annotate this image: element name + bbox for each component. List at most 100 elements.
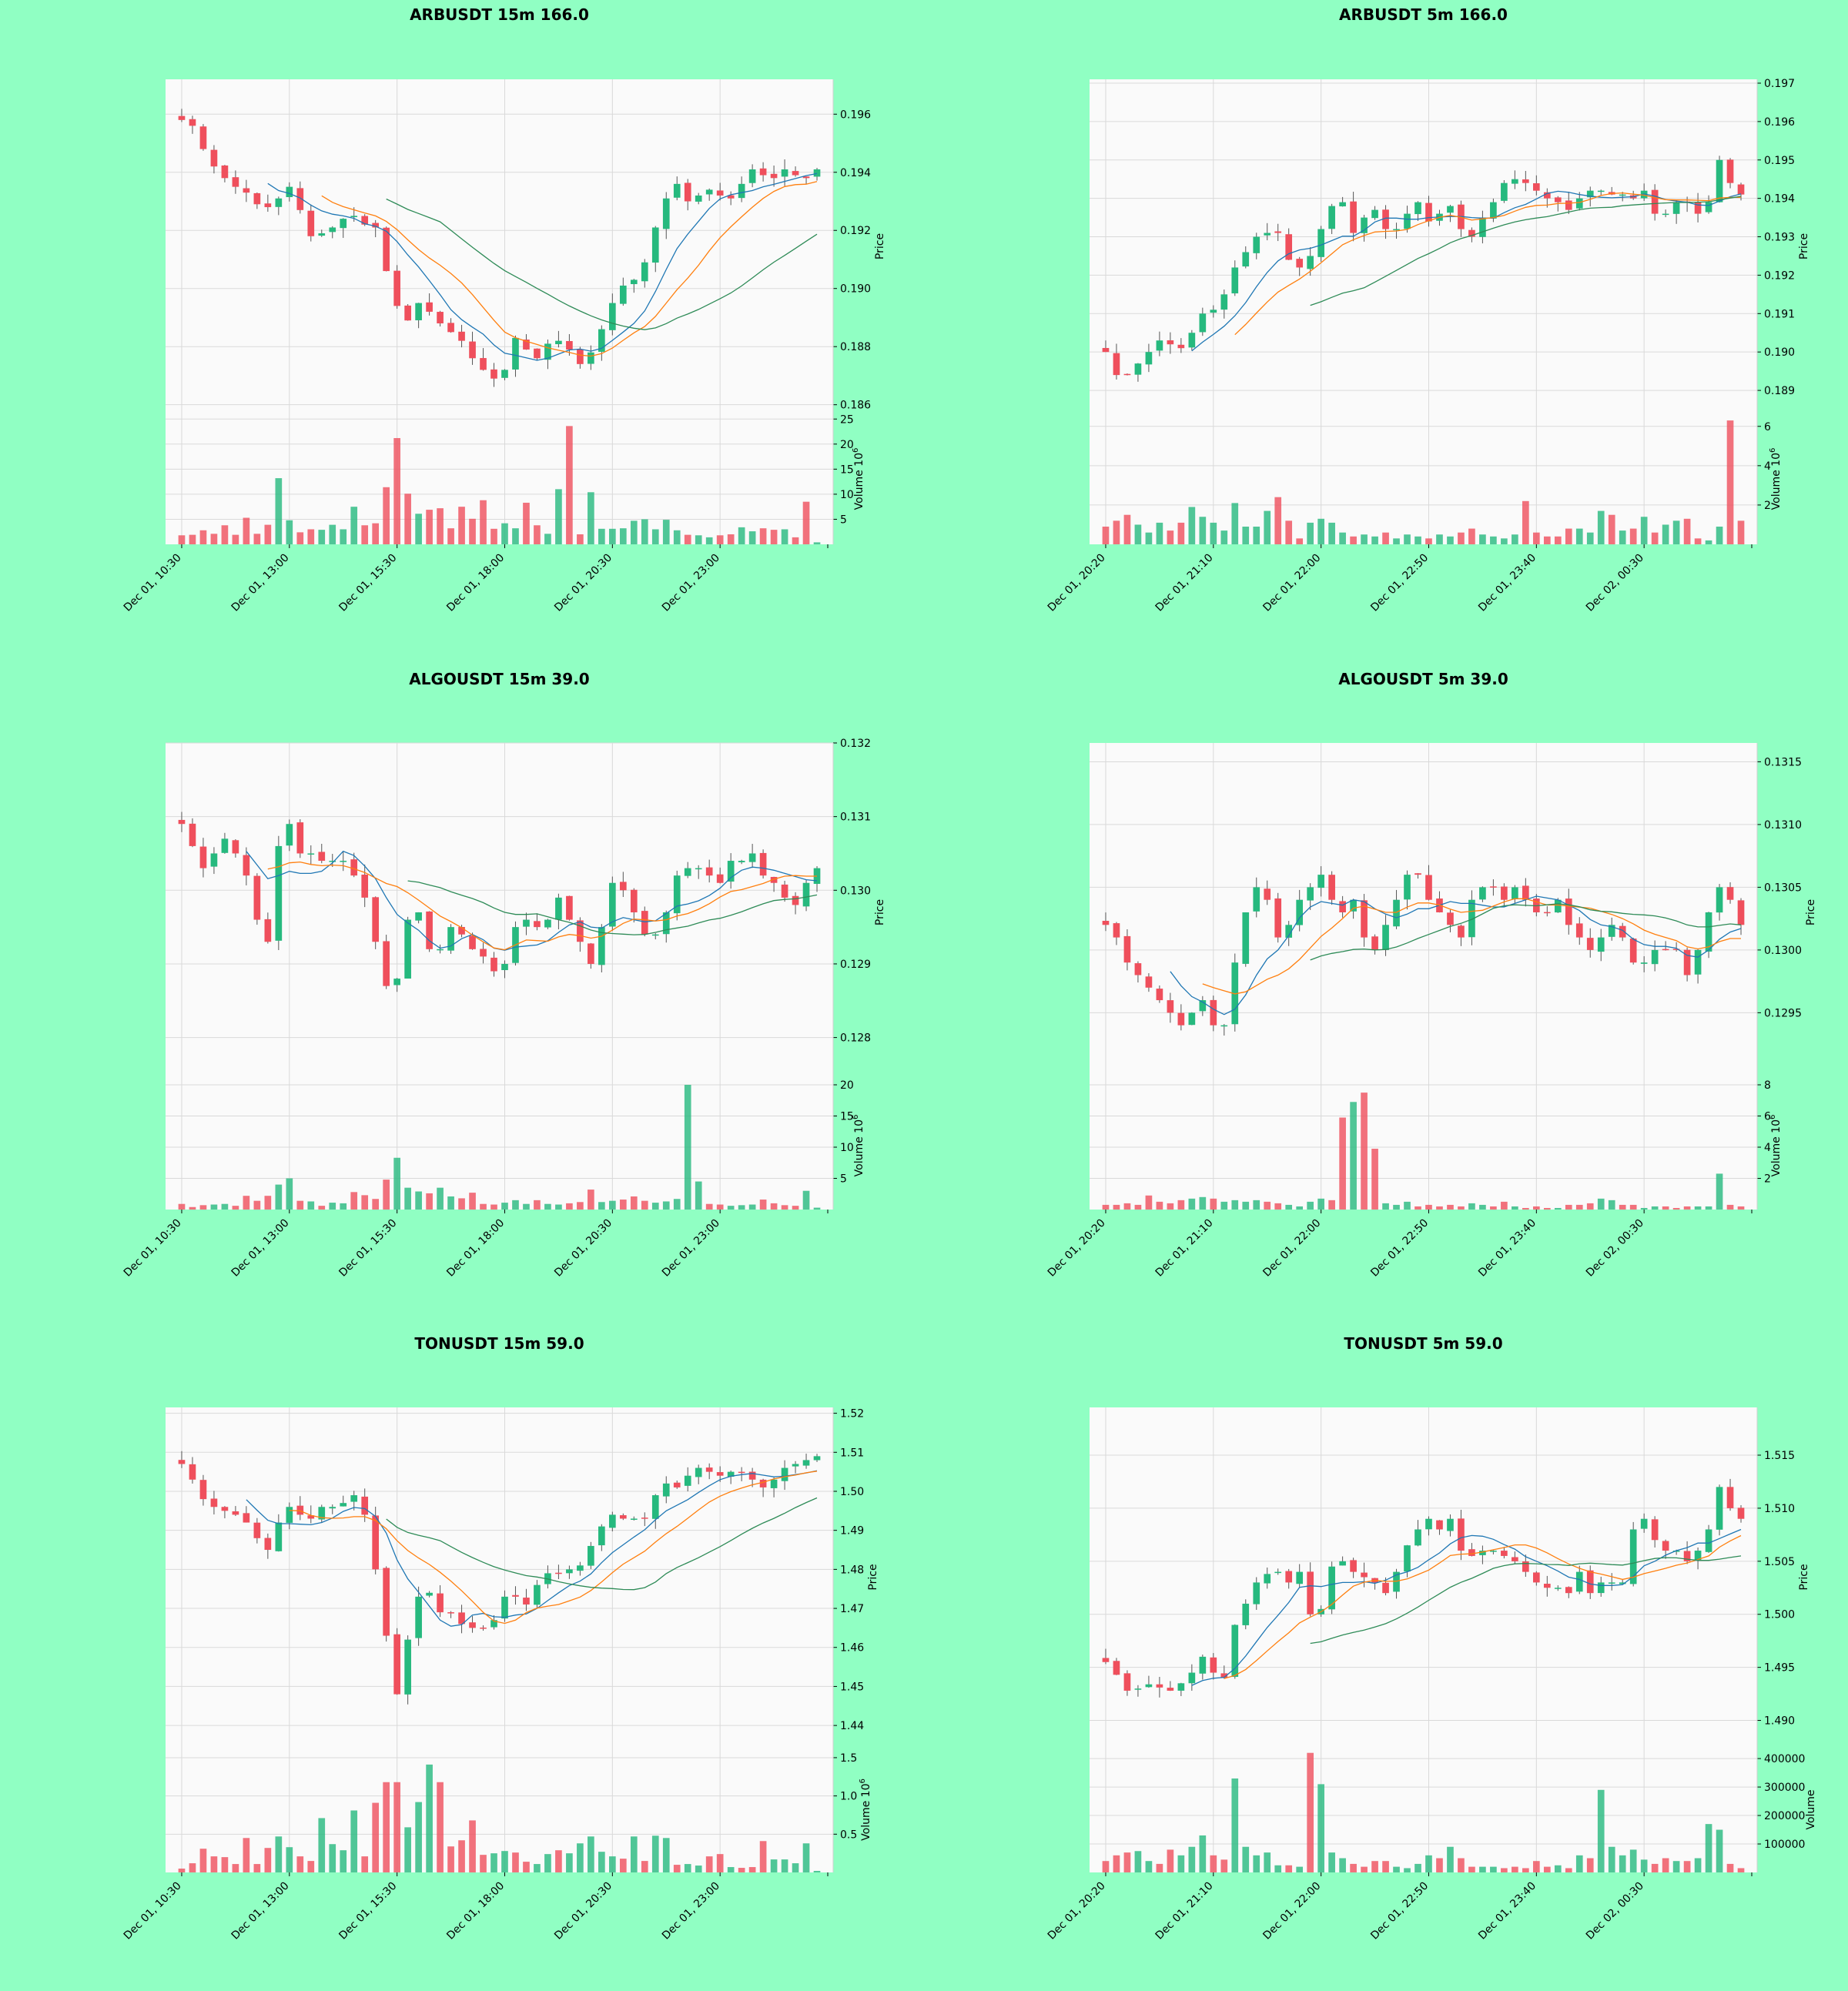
volume-bar [1554, 1865, 1562, 1872]
volume-bar [695, 1181, 702, 1210]
volume-bar [1737, 520, 1745, 544]
candle-body [544, 919, 551, 928]
volume-bar [1231, 503, 1239, 544]
volume-bar [781, 529, 788, 544]
candle-body [1705, 1529, 1712, 1552]
candle-body [802, 176, 810, 179]
volume-bar [1662, 1206, 1669, 1210]
volume-bar [1436, 534, 1443, 544]
volume-bar [221, 525, 229, 544]
price-tick-label: 1.510 [1764, 1503, 1795, 1515]
volume-bar [437, 1187, 444, 1210]
volume-bar [480, 500, 487, 544]
volume-bar [1361, 1093, 1368, 1210]
candle-body [1554, 1588, 1562, 1589]
candle-body [286, 824, 293, 846]
price-tick-label: 1.49 [840, 1525, 864, 1538]
volume-bar [1490, 536, 1497, 544]
candle-body [1382, 1582, 1389, 1594]
candle-body [178, 1460, 186, 1464]
candle-body [1339, 202, 1346, 207]
candle-body [1102, 1658, 1110, 1662]
x-tick-label: Dec 01, 22:00 [1260, 552, 1323, 614]
candle-body [1134, 1688, 1142, 1690]
candle-body [738, 861, 745, 862]
volume-bar [1285, 520, 1293, 544]
candle-body [232, 177, 239, 187]
x-tick-label: Dec 01, 18:00 [444, 552, 507, 614]
candle-body [1307, 256, 1314, 269]
volume-bar [1414, 536, 1421, 544]
volume-bar [1458, 1206, 1465, 1210]
volume-bar [813, 1871, 821, 1872]
volume-bar [738, 1868, 745, 1872]
x-tick-label: Dec 02, 00:30 [1584, 1880, 1646, 1942]
volume-bar [1522, 1868, 1529, 1872]
candle-body [1662, 213, 1669, 216]
candle-body [199, 846, 207, 868]
x-tick-label: Dec 01, 23:00 [660, 1880, 722, 1942]
candle-body [1726, 887, 1734, 900]
candle-body [588, 1545, 594, 1566]
volume-bar [178, 1869, 186, 1872]
candle-body [1608, 925, 1615, 937]
volume-bar [1586, 532, 1594, 544]
volume-tick-label: 10 [840, 489, 854, 501]
candle-body [189, 119, 196, 126]
candle-body [1672, 949, 1680, 950]
volume-axis-label: Volume 106 [1769, 1115, 1783, 1177]
chart-title: TONUSDT 5m 59.0 [1344, 1334, 1502, 1353]
price-tick-label: 0.1300 [1764, 945, 1802, 957]
volume-bar [253, 1864, 261, 1872]
candle-body [469, 341, 476, 359]
candle-body [1662, 949, 1669, 951]
volume-bar [1113, 1204, 1120, 1210]
candle-body [1220, 1673, 1228, 1678]
candle-body [673, 183, 681, 198]
x-tick-label: Dec 01, 23:40 [1476, 552, 1538, 614]
volume-bar [1737, 1206, 1745, 1210]
candle-body [458, 1612, 465, 1625]
volume-bar [651, 1203, 659, 1210]
chart-title: ALGOUSDT 5m 39.0 [1338, 670, 1508, 688]
candle-body [243, 855, 250, 876]
volume-bar [1501, 1868, 1508, 1872]
candle-body [199, 1480, 207, 1500]
volume-bar [1317, 1198, 1324, 1210]
volume-bar [1188, 1198, 1196, 1210]
price-axis-label: Price [1798, 1564, 1810, 1590]
volume-bar [1134, 524, 1142, 544]
volume-bar [1123, 514, 1131, 544]
volume-bar [1705, 1824, 1712, 1872]
candle-body [727, 1471, 735, 1477]
x-tick-label: Dec 01, 10:30 [122, 1217, 184, 1280]
candle-body [1177, 1683, 1185, 1691]
candle-body [1177, 344, 1185, 349]
candle-body [1145, 976, 1153, 988]
candle-body [1371, 936, 1378, 950]
volume-bar [415, 1802, 422, 1872]
candle-body [781, 884, 788, 898]
volume-bar [738, 1205, 745, 1210]
candle-body [1662, 1541, 1669, 1551]
candle-body [1123, 1673, 1131, 1691]
candle-body [1629, 1529, 1637, 1584]
candle-body [1737, 184, 1745, 195]
volume-bar [1231, 1200, 1239, 1210]
candle-body [1672, 202, 1680, 214]
candle-body [1317, 875, 1324, 888]
candle-body [1382, 209, 1389, 229]
volume-bar [404, 1827, 411, 1872]
candle-body [759, 852, 767, 876]
candle-body [296, 188, 304, 210]
candle-body [307, 210, 315, 236]
volume-bar [318, 1206, 326, 1210]
volume-bar [1458, 532, 1465, 544]
candle-body [1640, 1518, 1648, 1529]
candle-body [523, 340, 530, 350]
candle-body [684, 868, 691, 876]
volume-bar [404, 1187, 411, 1210]
volume-bar [253, 1200, 261, 1210]
candle-body [1522, 179, 1529, 183]
